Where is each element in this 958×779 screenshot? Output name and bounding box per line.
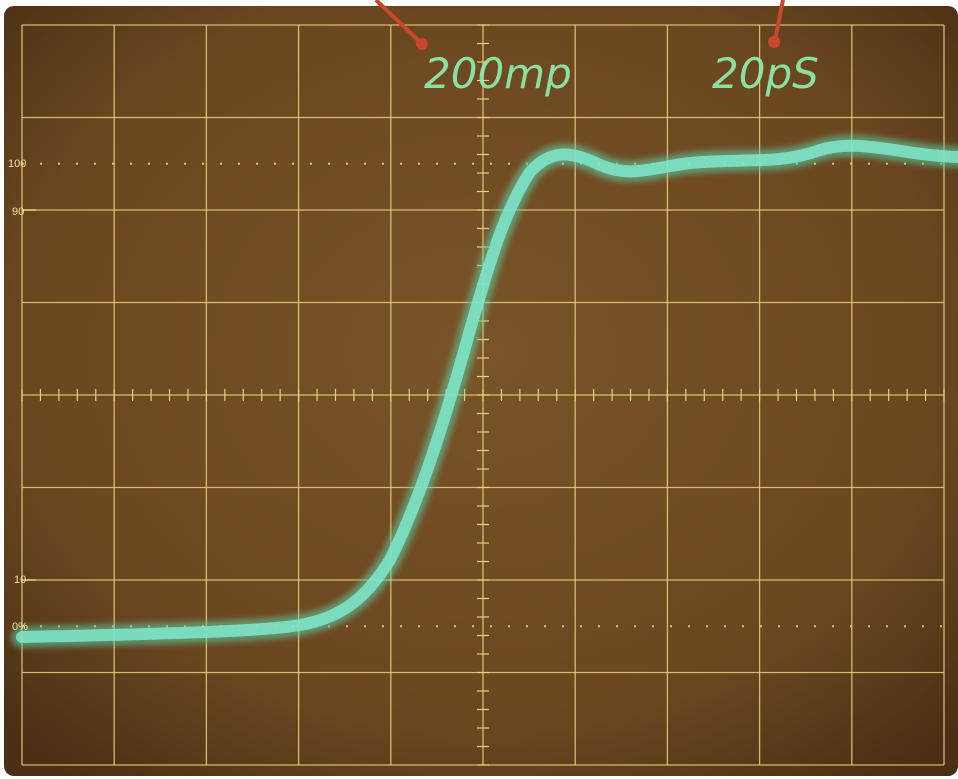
page: {"readouts": {"volts_per_div": "200mp", …	[0, 0, 958, 779]
scale-label: 90	[12, 206, 24, 218]
callout-dot	[416, 38, 428, 50]
volts-readout: 200mp	[424, 49, 572, 98]
scale-label: 100	[8, 158, 26, 170]
scale-label: 0%	[12, 621, 28, 633]
callout-dot	[768, 36, 780, 48]
oscilloscope-photo: 200mp 20pS 100 90 10 0%	[0, 0, 958, 779]
time-readout: 20pS	[712, 49, 819, 98]
scale-label: 10	[14, 574, 26, 586]
